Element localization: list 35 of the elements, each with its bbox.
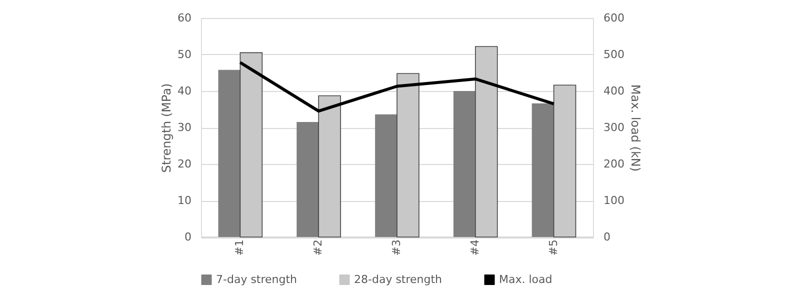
bar xyxy=(396,73,420,238)
bar xyxy=(532,103,554,237)
y2-tick-label: 100 xyxy=(604,194,624,207)
bar xyxy=(240,52,263,238)
y2-tick-label: 500 xyxy=(604,48,624,61)
y-tick-label: 60 xyxy=(178,12,192,24)
bar xyxy=(318,95,341,238)
y-tick-label: 30 xyxy=(178,121,192,134)
y-tick-label: 40 xyxy=(178,84,192,98)
x-tick-label: #2 xyxy=(312,240,325,256)
y2-tick-label: 200 xyxy=(604,158,624,170)
legend-label: 7-day strength xyxy=(216,272,298,286)
legend-label: 28-day strength xyxy=(354,272,442,286)
y-tick-label: 20 xyxy=(178,158,192,170)
y-axis-title: Strength (MPa) xyxy=(160,83,174,173)
line-series xyxy=(238,61,556,113)
y2-tick-label: 0 xyxy=(604,230,610,244)
bar xyxy=(453,91,476,237)
bar xyxy=(475,46,498,238)
y2-tick-label: 400 xyxy=(604,84,624,98)
y2-axis-title: Max. load (kN) xyxy=(628,84,642,172)
y-tick-label: 10 xyxy=(178,194,192,207)
bar xyxy=(296,122,319,237)
x-tick-label: #1 xyxy=(233,240,246,256)
x-tick-label: #4 xyxy=(468,240,482,256)
x-tick-label: #3 xyxy=(390,240,403,256)
legend-label: Max. load xyxy=(499,272,552,286)
y2-tick-label: 300 xyxy=(604,121,624,134)
y2-tick-label: 600 xyxy=(604,12,624,24)
y-tick-label: 50 xyxy=(178,48,192,61)
bar xyxy=(553,84,576,238)
bar xyxy=(218,70,240,237)
x-tick-label: #5 xyxy=(546,240,560,256)
bar xyxy=(375,114,397,237)
y-tick-label: 0 xyxy=(184,230,192,244)
